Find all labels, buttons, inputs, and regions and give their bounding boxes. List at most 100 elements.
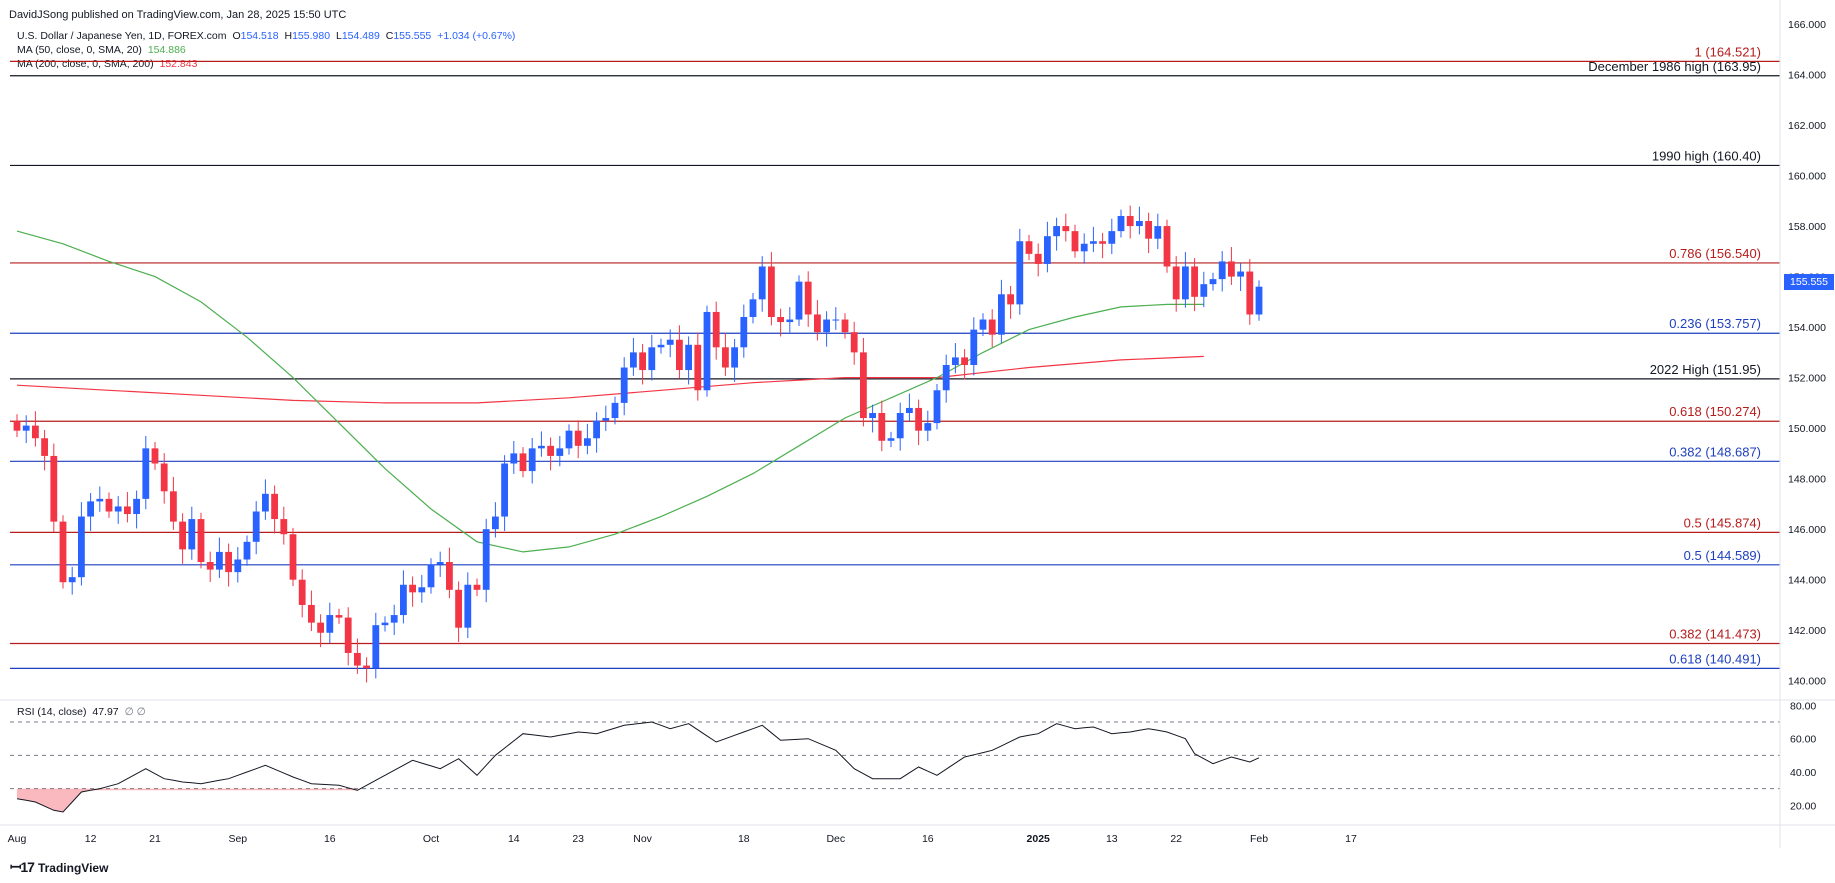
candle-body bbox=[1237, 271, 1244, 277]
candle-body bbox=[1136, 221, 1143, 227]
candle-body bbox=[574, 430, 582, 446]
ma50-path bbox=[16, 230, 1204, 553]
candle-body bbox=[151, 448, 159, 464]
time-tick-label: 16 bbox=[324, 833, 336, 845]
candle-body bbox=[970, 329, 978, 365]
candle-body bbox=[998, 294, 1005, 335]
ma50-line bbox=[16, 230, 1204, 553]
candle-body bbox=[685, 344, 692, 371]
time-tick-label: Sep bbox=[228, 833, 247, 845]
candle-body bbox=[841, 319, 849, 333]
candle-body bbox=[510, 453, 518, 464]
candle-body bbox=[602, 418, 610, 421]
level-label: 0.618 (140.491) bbox=[1669, 651, 1761, 666]
candle-body bbox=[832, 319, 840, 321]
candle-body bbox=[427, 564, 435, 588]
candle-body bbox=[1163, 226, 1171, 267]
candle-body bbox=[961, 357, 968, 365]
time-tick-label: Dec bbox=[826, 833, 845, 845]
candle-body bbox=[1007, 294, 1014, 305]
candle-body bbox=[455, 589, 462, 628]
price-axis[interactable]: 140.000 142.000 144.000 146.000 148.000 150.0… bbox=[1788, 19, 1826, 688]
candle-body bbox=[381, 622, 389, 626]
candle-body bbox=[50, 455, 58, 522]
candle-body bbox=[344, 617, 352, 653]
rsi-tick-label: 60.00 bbox=[1790, 734, 1816, 746]
candle-body bbox=[869, 412, 876, 419]
candle-body bbox=[942, 365, 950, 391]
candle-body bbox=[1016, 241, 1024, 305]
candle-body bbox=[887, 438, 895, 441]
candle-body bbox=[630, 352, 637, 368]
candle-body bbox=[317, 622, 324, 633]
time-tick-label: 23 bbox=[572, 833, 584, 845]
candle-body bbox=[906, 407, 913, 413]
candle-body bbox=[712, 311, 720, 348]
candle-body bbox=[1126, 215, 1134, 227]
candle-body bbox=[473, 584, 481, 590]
tradingview-brand[interactable]: ꟷ17 TradingView bbox=[10, 859, 109, 875]
candle-body bbox=[114, 506, 122, 512]
candle-body bbox=[216, 551, 223, 570]
candle-body bbox=[87, 501, 94, 517]
candle-body bbox=[298, 579, 306, 605]
candle-body bbox=[657, 344, 665, 348]
candle-body bbox=[22, 425, 30, 431]
candle-body bbox=[409, 584, 416, 593]
time-tick-label: Nov bbox=[633, 833, 652, 845]
candle-body bbox=[1080, 243, 1088, 252]
candle-body bbox=[280, 519, 288, 535]
time-tick-label: 12 bbox=[85, 833, 97, 845]
candle-body bbox=[1108, 231, 1116, 244]
candle-body bbox=[234, 559, 242, 573]
candle-body bbox=[722, 347, 729, 368]
candle-body bbox=[1255, 286, 1263, 315]
time-axis[interactable]: Aug 12 21 Sep 16 Oct 14 23 Nov 18 Dec 16 2025 13 22 Feb… bbox=[8, 833, 1357, 845]
candle-body bbox=[501, 463, 508, 517]
publisher-caption: DavidJSong published on TradingView.com,… bbox=[9, 9, 347, 21]
candle-body bbox=[777, 317, 784, 323]
candle-body bbox=[804, 281, 812, 315]
candle-body bbox=[363, 665, 370, 669]
candle-body bbox=[896, 412, 904, 439]
candle-body bbox=[795, 281, 803, 320]
candle-body bbox=[758, 266, 766, 300]
candle-body bbox=[1053, 226, 1060, 237]
candle-body bbox=[786, 319, 794, 323]
candle-body bbox=[915, 407, 922, 431]
candle-body bbox=[78, 516, 85, 578]
price-tick-label: 150.000 bbox=[1788, 423, 1826, 435]
change-value: +1.034 (+0.67%) bbox=[437, 30, 516, 42]
candle-body bbox=[1228, 261, 1235, 277]
time-tick-label: 17 bbox=[1345, 833, 1357, 845]
level-label: 0.5 (144.589) bbox=[1684, 548, 1761, 563]
rsi-tick-label: 20.00 bbox=[1790, 800, 1816, 812]
candle-body bbox=[372, 625, 380, 669]
candle-body bbox=[850, 332, 858, 353]
candle-body bbox=[13, 420, 21, 431]
candle-body bbox=[694, 344, 702, 391]
candle-body bbox=[538, 445, 545, 449]
candle-body bbox=[418, 587, 426, 593]
candle-body bbox=[179, 521, 186, 550]
symbol-legend: U.S. Dollar / Japanese Yen, 1D, FOREX.co… bbox=[17, 30, 516, 42]
ma50-legend[interactable]: MA (50, close, 0, SMA, 20) 154.886 bbox=[17, 44, 186, 56]
candle-body bbox=[749, 299, 757, 318]
candle-body bbox=[335, 615, 343, 618]
rsi-legend[interactable]: RSI (14, close) 47.97 ∅ ∅ bbox=[17, 706, 146, 718]
level-label: 1990 high (160.40) bbox=[1652, 148, 1761, 163]
price-tick-label: 140.000 bbox=[1788, 676, 1826, 688]
time-tick-label: Aug bbox=[8, 833, 27, 845]
ma50-value: 154.886 bbox=[147, 44, 186, 56]
price-tick-label: 144.000 bbox=[1788, 575, 1826, 587]
price-tick-label: 164.000 bbox=[1788, 70, 1826, 82]
price-tick-label: 162.000 bbox=[1788, 120, 1826, 132]
candle-body bbox=[482, 529, 490, 590]
candle-body bbox=[979, 319, 987, 330]
candle-body bbox=[197, 519, 205, 563]
candle-body bbox=[611, 402, 619, 419]
level-label: 0.618 (150.274) bbox=[1669, 404, 1761, 419]
price-tick-label: 146.000 bbox=[1788, 524, 1826, 536]
price-tick-label: 142.000 bbox=[1788, 625, 1826, 637]
